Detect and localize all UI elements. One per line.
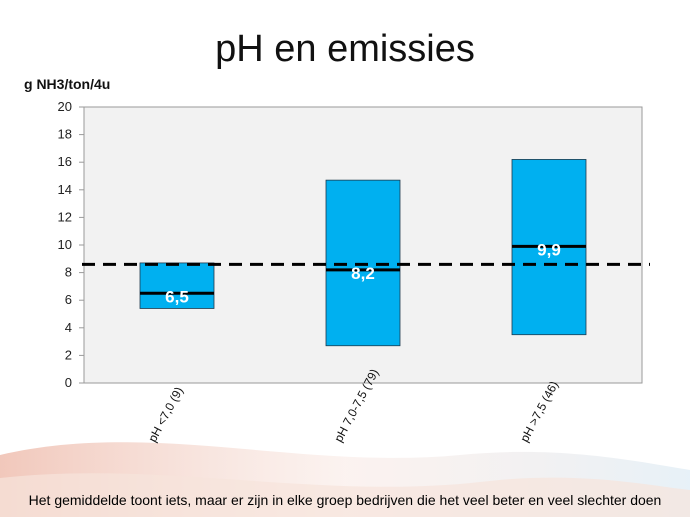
y-tick-label: 14 bbox=[58, 182, 72, 197]
y-tick-label: 20 bbox=[58, 99, 72, 114]
range-bar bbox=[139, 262, 215, 309]
mean-value-label: 6,5 bbox=[165, 287, 189, 306]
x-category-label: pH >7,5 (46) bbox=[517, 379, 561, 445]
mean-value-label: 8,2 bbox=[351, 264, 375, 283]
y-tick-label: 18 bbox=[58, 127, 72, 142]
y-tick-label: 2 bbox=[65, 347, 72, 362]
y-axis-label: g NH3/ton/4u bbox=[24, 76, 111, 92]
slide-title: pH en emissies bbox=[215, 28, 475, 70]
y-tick-label: 6 bbox=[65, 292, 72, 307]
y-tick-label: 16 bbox=[58, 154, 72, 169]
x-category-label: pH <7,0 (9) bbox=[145, 385, 186, 445]
y-tick-label: 10 bbox=[58, 237, 72, 252]
y-tick-label: 12 bbox=[58, 209, 72, 224]
y-tick-label: 8 bbox=[65, 265, 72, 280]
mean-value-label: 9,9 bbox=[537, 240, 561, 259]
y-tick-label: 4 bbox=[65, 320, 72, 335]
footer-caption: Het gemiddelde toont iets, maar er zijn … bbox=[28, 492, 662, 508]
decorative-wave-2 bbox=[0, 473, 690, 517]
y-tick-label: 0 bbox=[65, 375, 72, 390]
